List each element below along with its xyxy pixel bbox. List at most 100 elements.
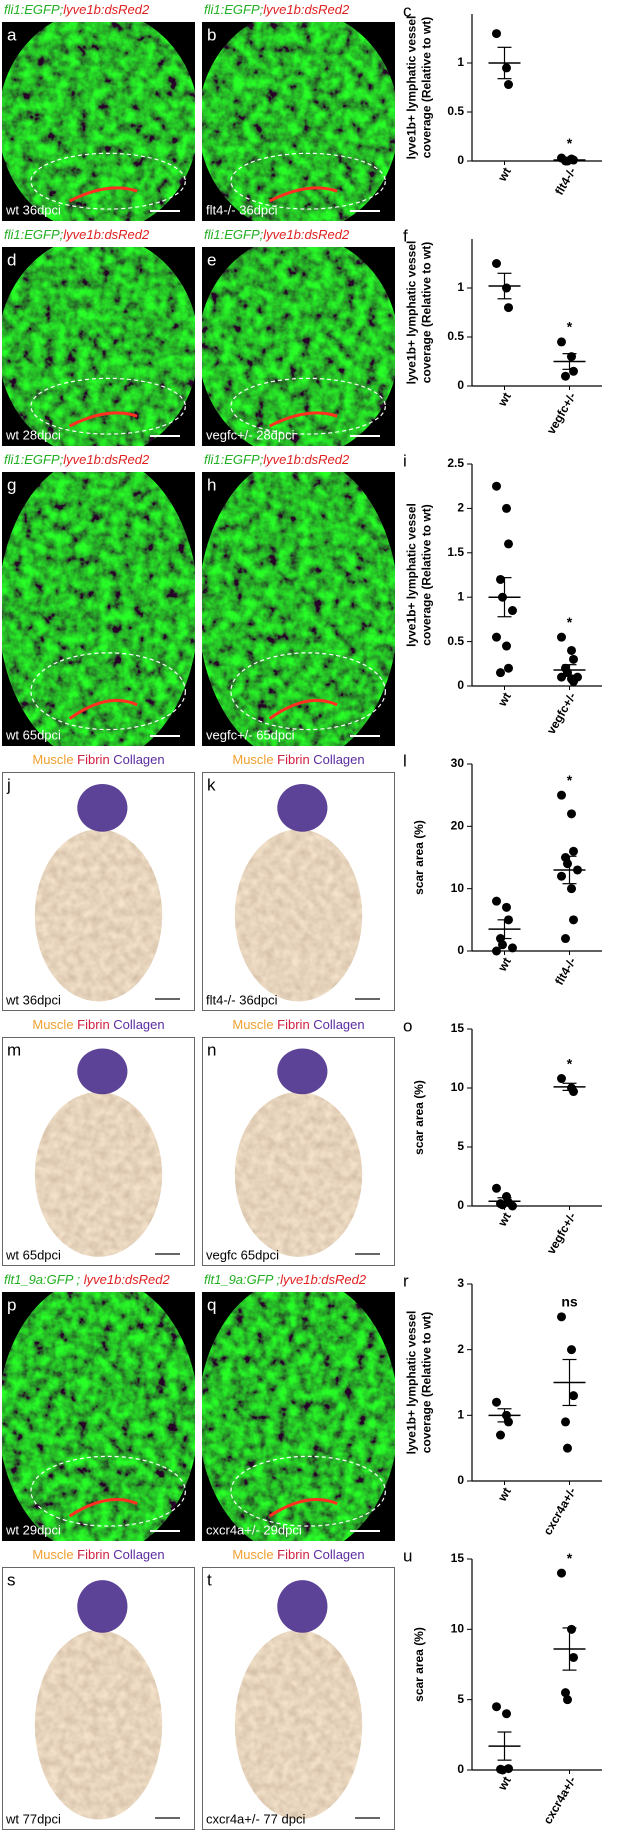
header-segment: lyve1b:dsRed2 [263,227,350,242]
data-point [569,846,578,856]
error-bar [562,1082,577,1091]
header-segment: Fibrin [77,1547,113,1562]
y-tick-label: 0 [457,1473,464,1487]
y-tick-label: 1 [457,589,464,603]
y-axis-label: lyve1b+ lymphatic vessel [405,241,419,385]
y-axis-label: lyve1b+ lymphatic vessel [405,16,419,160]
data-point [569,366,578,376]
header-segment: Fibrin [277,1017,313,1032]
injury-outline [30,1455,186,1527]
header-segment: Muscle [232,752,277,767]
data-point [492,1397,501,1407]
y-tick-label: 0 [457,943,464,957]
data-point [504,80,513,90]
vessel-texture [2,472,195,746]
lymphatic-vessel [268,1498,338,1518]
injury-outline [230,1455,386,1527]
collagen [77,1048,128,1095]
vessel-texture [202,247,395,446]
data-point [563,1443,572,1453]
x-tick-label: wt [495,1485,514,1504]
panel-header: fli1:EGFP;lyve1b:dsRed2 [4,227,150,242]
panel-caption: wt 65dpci [5,727,61,742]
y-tick-label: 1 [457,280,464,294]
x-tick-label: wt [495,955,514,974]
vessel-texture [2,22,195,221]
significance: * [567,614,573,630]
header-segment: lyve1b:dsRed2 [84,1272,171,1287]
panel-letter: p [7,1295,16,1314]
header-segment: lyve1b:dsRed2 [63,452,150,467]
data-point [557,632,566,642]
data-point [561,934,570,944]
panel-header: Muscle Fibrin Collagen [32,1017,164,1032]
header-segment: lyve1b:dsRed2 [280,1272,367,1287]
y-axis-label: coverage (Relative to wt) [420,504,434,645]
panel-caption: wt 77dpci [5,1811,61,1826]
panel-letter: f [403,226,408,245]
lymphatic-vessel [68,186,138,203]
data-point [569,1087,578,1097]
y-tick-label: 0 [457,378,464,392]
data-point [502,503,511,513]
y-axis-label: coverage (Relative to wt) [420,17,434,158]
panel-letter: q [207,1295,216,1314]
data-point [567,1624,576,1634]
panel-letter: r [403,1271,409,1290]
data-point [492,946,501,956]
panel-header: Muscle Fibrin Collagen [232,1017,364,1032]
header-segment: fli1:EGFP; [4,2,64,17]
data-point [567,884,576,894]
data-point [504,663,513,673]
header-segment: Fibrin [277,752,313,767]
error-bar [562,1627,577,1671]
y-tick-label: 0.5 [447,329,464,343]
x-tick-label: vegfc+/- [544,390,579,437]
panel-header: Muscle Fibrin Collagen [32,1547,164,1562]
lymphatic-vessel [68,411,138,428]
header-segment: fli1:EGFP; [4,227,64,242]
collagen [77,783,128,832]
data-point [563,1695,572,1705]
error-bar [497,577,512,618]
data-point [557,1568,566,1578]
header-segment: lyve1b:dsRed2 [263,452,350,467]
significance: * [567,319,573,335]
data-point [492,29,501,39]
vessel-texture [202,22,395,221]
panel-letter: b [207,25,216,44]
lymphatic-vessel [268,186,338,203]
panel-letter: k [207,775,216,794]
injury-outline [230,377,386,435]
panel-caption: vegfc+/- 28dpci [206,427,295,442]
panel-letter: d [7,250,16,269]
data-point [502,283,511,293]
lymphatic-vessel [268,698,338,720]
data-point [498,940,507,950]
panel-caption: wt 29dpci [5,1522,61,1537]
panel-caption: wt 36dpci [5,992,61,1007]
panel-letter: l [403,751,407,770]
injury-outline [230,652,386,731]
muscle-texture [34,829,163,1002]
data-point [563,859,572,869]
panel-letter: s [7,1570,16,1589]
header-segment: Muscle [32,1017,77,1032]
y-tick-label: 0 [457,678,464,692]
panel-caption: flt4-/- 36dpci [206,992,278,1007]
data-point [492,481,501,491]
panel-letter: j [6,775,11,794]
data-point [567,1345,576,1355]
panel-header: Muscle Fibrin Collagen [232,752,364,767]
y-tick-label: 1 [457,1408,464,1422]
data-point [492,896,501,906]
data-point [502,641,511,651]
header-segment: Muscle [32,1547,77,1562]
data-point [508,606,517,616]
y-axis-label: scar area (%) [412,820,426,895]
y-tick-label: 0 [457,153,464,167]
error-bar [497,272,512,300]
error-bar [562,1358,577,1407]
